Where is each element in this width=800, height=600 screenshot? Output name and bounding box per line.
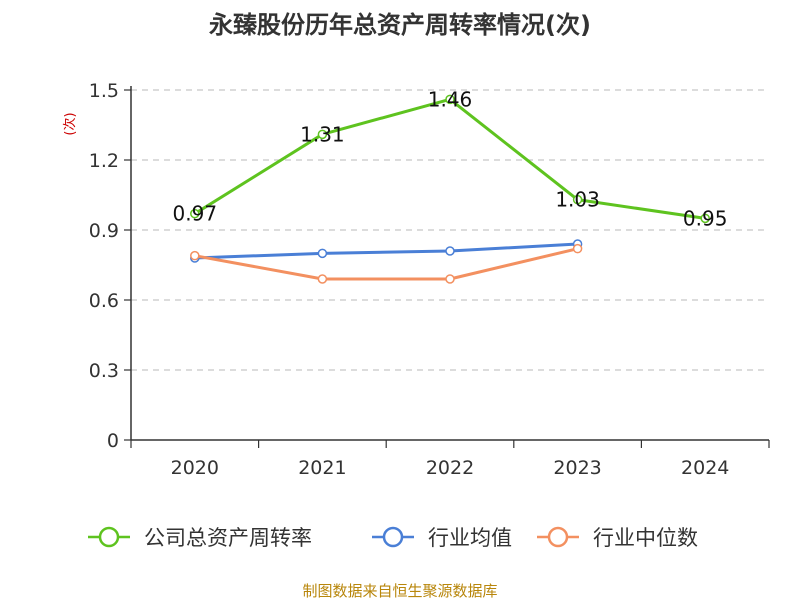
data-label: 1.03 bbox=[555, 188, 600, 212]
series-line bbox=[194, 242, 578, 260]
y-tick-label: 1.5 bbox=[89, 80, 119, 102]
x-tick-label: 2022 bbox=[426, 457, 474, 479]
x-tick-label: 2020 bbox=[171, 457, 219, 479]
source-note: 制图数据来自恒生聚源数据库 bbox=[302, 582, 497, 600]
y-tick-label: 0.9 bbox=[89, 220, 119, 242]
x-tick-label: 2024 bbox=[681, 457, 729, 479]
data-point bbox=[190, 208, 200, 219]
data-point bbox=[445, 246, 455, 256]
legend-label: 行业中位数 bbox=[593, 526, 698, 550]
x-ticks: 2020 2021 2022 2023 2024 bbox=[130, 440, 770, 479]
legend-marker bbox=[382, 526, 404, 548]
data-label: 1.31 bbox=[300, 122, 345, 146]
legend: 公司总资产周转率 行业均值 行业中位数 bbox=[88, 526, 698, 550]
data-label: 0.97 bbox=[173, 202, 218, 226]
data-point bbox=[445, 274, 455, 284]
y-tick-label: 0.6 bbox=[89, 290, 119, 312]
chart-title: 永臻股份历年总资产周转率情况(次) bbox=[209, 11, 591, 39]
legend-label: 公司总资产周转率 bbox=[144, 526, 312, 550]
legend-label: 行业均值 bbox=[428, 526, 512, 550]
y-tick-label: 0 bbox=[107, 430, 119, 452]
x-tick-label: 2023 bbox=[553, 457, 601, 479]
series-line bbox=[194, 97, 706, 220]
grid-lines bbox=[131, 89, 769, 371]
y-axis-label: (次) bbox=[62, 112, 78, 135]
series-layer bbox=[190, 94, 710, 284]
data-label: 1.46 bbox=[428, 87, 473, 111]
data-point bbox=[445, 94, 455, 105]
data-labels: 0.97 1.31 1.46 1.03 0.95 bbox=[173, 87, 728, 230]
legend-marker bbox=[98, 526, 120, 548]
data-point bbox=[190, 250, 200, 261]
data-point bbox=[572, 194, 583, 205]
x-tick-label: 2021 bbox=[298, 457, 346, 479]
data-point bbox=[572, 243, 583, 254]
data-point bbox=[317, 274, 328, 284]
legend-marker bbox=[547, 526, 569, 548]
data-point bbox=[700, 213, 710, 224]
y-ticks: 0 0.3 0.6 0.9 1.2 1.5 bbox=[89, 80, 131, 452]
data-point bbox=[317, 248, 328, 259]
y-tick-label: 0.3 bbox=[89, 360, 119, 382]
series-line bbox=[194, 247, 578, 281]
axes bbox=[130, 86, 769, 441]
data-label: 0.95 bbox=[683, 206, 728, 230]
y-tick-label: 1.2 bbox=[89, 150, 119, 172]
data-point bbox=[317, 129, 328, 140]
